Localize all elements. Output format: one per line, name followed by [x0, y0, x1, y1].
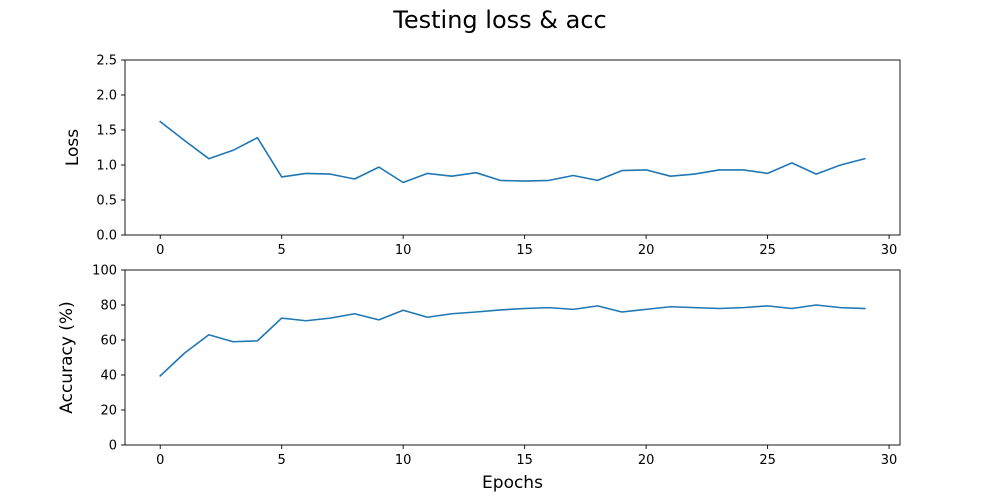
accuracy-x-axis-label: Epochs	[482, 473, 543, 493]
accuracy-y-tick-label: 60	[100, 334, 117, 349]
accuracy-axes-frame	[124, 269, 901, 446]
loss-x-tick-label: 10	[395, 243, 412, 258]
accuracy-x-tick-label: 25	[759, 453, 776, 468]
accuracy-y-tick-label: 80	[100, 299, 117, 314]
accuracy-x-tick-label: 15	[516, 453, 533, 468]
loss-x-tick-label: 30	[881, 243, 898, 258]
accuracy-x-tick-label: 20	[638, 453, 655, 468]
loss-y-tick-label: 1.0	[96, 159, 117, 174]
loss-x-tick-label: 25	[759, 243, 776, 258]
accuracy-series-line	[159, 304, 866, 378]
loss-x-tick-label: 0	[156, 243, 164, 258]
loss-x-tick-label: 20	[638, 243, 655, 258]
loss-y-tick-label: 0.0	[96, 229, 117, 244]
loss-series-line	[159, 120, 866, 184]
accuracy-y-tick-label: 20	[100, 404, 117, 419]
accuracy-x-tick-label: 0	[156, 453, 164, 468]
loss-x-tick-label: 15	[516, 243, 533, 258]
figure-title: Testing loss & acc	[392, 6, 606, 34]
loss-y-axis-label: Loss	[63, 129, 83, 166]
loss-x-tick-label: 5	[278, 243, 286, 258]
accuracy-y-axis-label: Accuracy (%)	[57, 301, 77, 413]
accuracy-x-tick-label: 5	[278, 453, 286, 468]
accuracy-y-tick-label: 100	[92, 264, 117, 279]
accuracy-y-tick-label: 40	[100, 369, 117, 384]
loss-y-tick-label: 1.5	[96, 124, 117, 139]
accuracy-y-tick-label: 0	[109, 439, 117, 454]
accuracy-subplot: 0 5 10 15 20 25 30 0 20 40 60 80 100 Accuracy (%) Epoc…	[57, 264, 901, 493]
accuracy-x-tick-label: 10	[395, 453, 412, 468]
loss-subplot: 0 5 10 15 20 25 30 0.0 0.5 1.0 1.5 2.0 2.5 Loss	[63, 54, 901, 258]
loss-y-tick-label: 0.5	[96, 194, 117, 209]
loss-y-tick-label: 2.5	[96, 54, 117, 69]
accuracy-x-tick-label: 30	[881, 453, 898, 468]
loss-axes-frame	[124, 59, 901, 236]
loss-y-tick-label: 2.0	[96, 89, 117, 104]
